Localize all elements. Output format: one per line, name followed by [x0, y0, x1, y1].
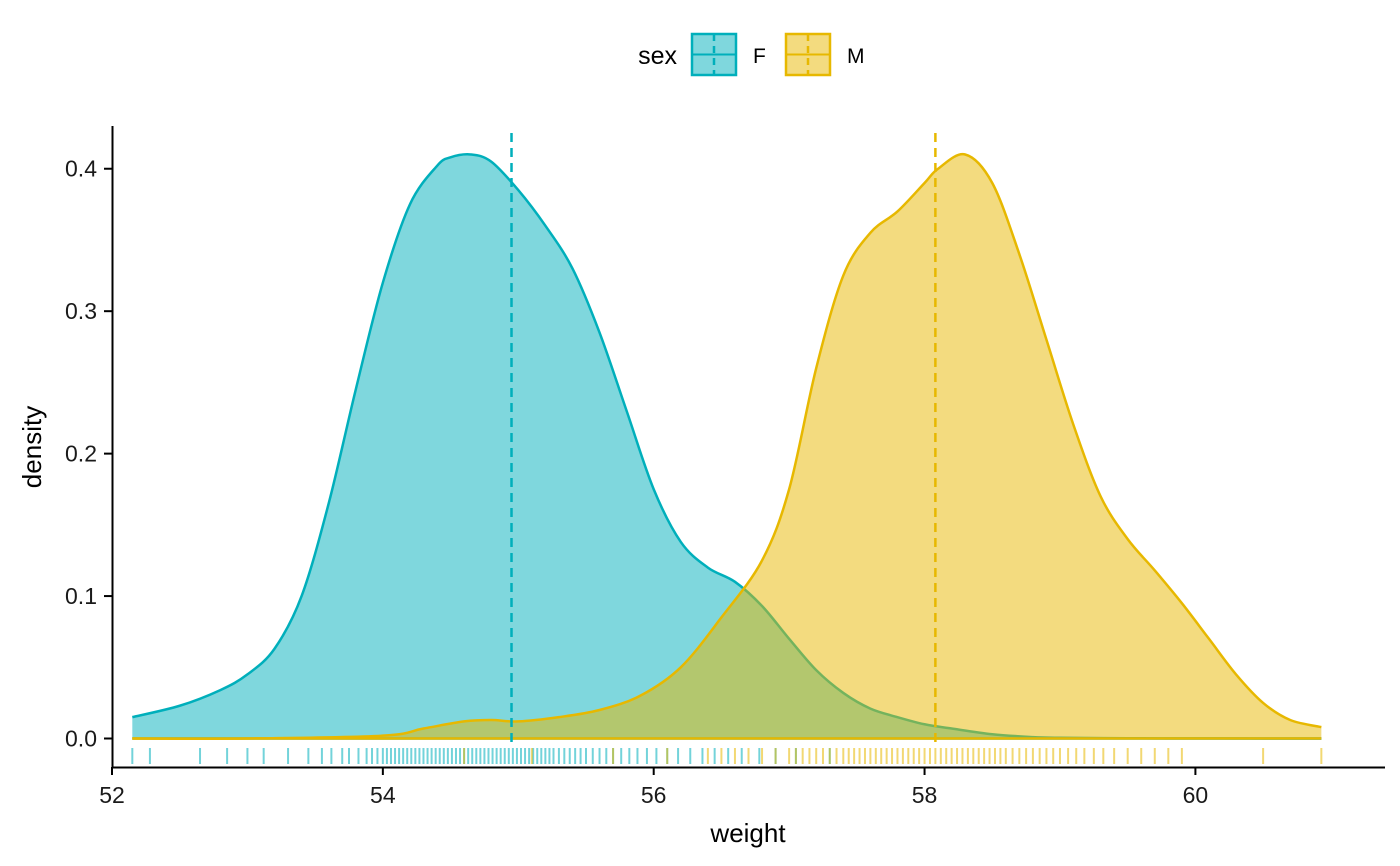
y-tick-label: 0.1: [65, 583, 97, 609]
legend-label-F: F: [753, 45, 766, 68]
legend-title: sex: [638, 42, 677, 70]
rug-marks: [131, 748, 1323, 764]
x-tick-label: 60: [1183, 782, 1209, 808]
density-line-M: [132, 152, 1322, 740]
axes: [111, 126, 1385, 769]
density-area-M: [132, 154, 1322, 739]
y-tick-label: 0.2: [65, 441, 97, 467]
legend-key-M: M: [784, 32, 865, 77]
y-ticks: 0.0 0.1 0.2 0.3 0.4: [65, 156, 112, 752]
x-axis-title: weight: [709, 818, 786, 848]
density-area-F: [132, 154, 1322, 739]
x-tick-label: 54: [370, 782, 396, 808]
x-ticks: 52 54 56 58 60: [99, 767, 1208, 808]
x-tick-label: 58: [912, 782, 938, 808]
legend: sex F M: [638, 32, 865, 77]
mean-lines: [510, 133, 937, 742]
y-tick-label: 0.0: [65, 726, 97, 752]
legend-key-F: F: [690, 32, 766, 77]
y-tick-label: 0.3: [65, 298, 97, 324]
y-axis-title: density: [17, 406, 47, 488]
density-areas: [132, 152, 1322, 740]
legend-label-M: M: [847, 45, 865, 68]
y-tick-label: 0.4: [65, 156, 97, 182]
x-tick-label: 56: [641, 782, 667, 808]
x-tick-label: 52: [99, 782, 125, 808]
